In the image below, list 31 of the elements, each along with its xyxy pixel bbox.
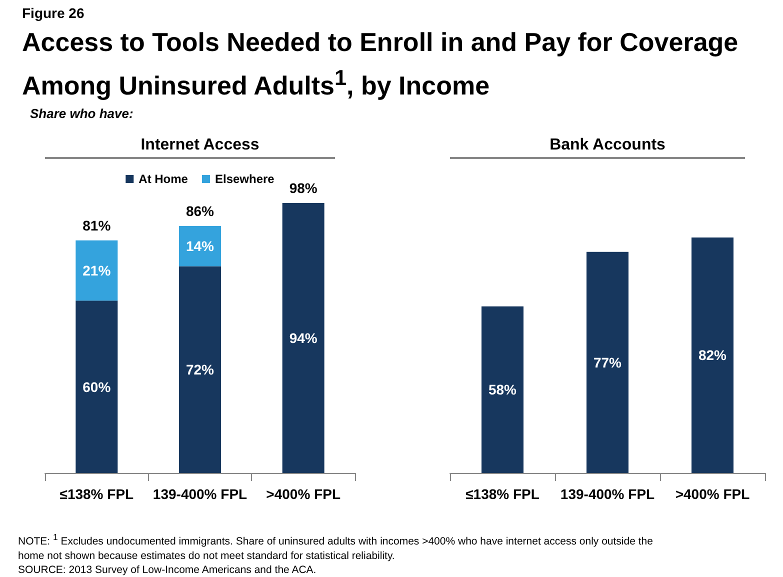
legend-label: Elsewhere xyxy=(214,172,275,186)
data-label: 60% xyxy=(82,378,112,395)
x-tick-label: 139-400% FPL xyxy=(560,486,656,502)
data-label: 72% xyxy=(186,362,215,378)
chart-title: Internet Access xyxy=(140,136,260,154)
x-tick-label: ≤138% FPL xyxy=(466,486,540,502)
text: Share who have: xyxy=(30,106,134,121)
text: 98% xyxy=(289,180,318,196)
source-note: SOURCE: 2013 Survey of Low-Income Americans and the ACA. xyxy=(18,562,318,576)
x-tick-label: >400% FPL xyxy=(675,486,750,502)
legend-label: At Home xyxy=(138,172,188,186)
bar xyxy=(179,226,221,266)
x-tick-label: >400% FPL xyxy=(266,486,341,502)
data-label: 94% xyxy=(289,330,318,346)
text: NOTE: $^{1}$ Excludes undocumented immigrants. Share of uninsured adults with incomes >400% who have internet access only outside the home not shown because estimates do not meet standard for statistical reliability. xyxy=(18,531,654,562)
text: Access to Tools Needed to Enroll in and Pay for Coverage Among Uninsured Adults$^{1}$, by Income xyxy=(22,26,740,103)
data-label: 21% xyxy=(82,262,112,278)
data-label: 82% xyxy=(698,347,728,364)
caption: Figure 26 xyxy=(22,5,84,21)
total-label: 86% xyxy=(186,202,215,219)
data-label: 14% xyxy=(186,238,215,254)
bar xyxy=(76,240,118,301)
x-tick-label: 139-400% FPL xyxy=(152,486,248,502)
x-tick-label: ≤138% FPL xyxy=(60,486,134,502)
total-label: 81% xyxy=(82,217,112,234)
bar xyxy=(179,266,221,473)
data-label: 77% xyxy=(593,354,622,370)
data-label: 58% xyxy=(488,382,518,398)
bar xyxy=(282,203,324,473)
chart-title: Bank Accounts xyxy=(550,136,666,154)
bar xyxy=(76,300,118,473)
